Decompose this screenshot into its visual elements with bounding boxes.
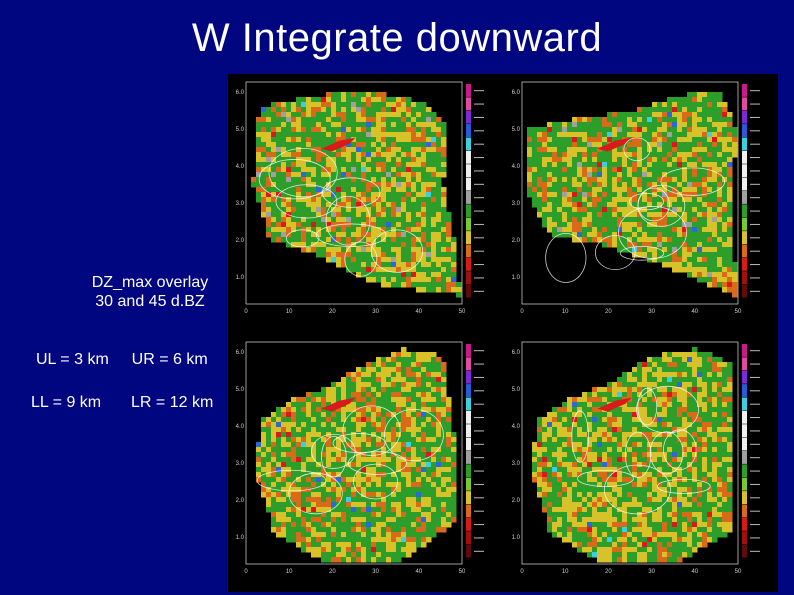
- y-tick-label: 5.0: [512, 387, 521, 393]
- x-tick-label: 40: [415, 569, 422, 575]
- y-tick-label: 1.0: [236, 535, 245, 541]
- y-tick-label: 1.0: [236, 275, 245, 281]
- y-tick-label: 2.0: [236, 238, 245, 244]
- x-tick-label: 40: [691, 569, 698, 575]
- dz-contours: [258, 147, 424, 277]
- dz-contours: [545, 137, 725, 283]
- x-tick-label: 50: [459, 569, 466, 575]
- color-scale-bar: [742, 84, 760, 298]
- x-tick-label: 10: [286, 569, 293, 575]
- x-tick-label: 10: [562, 309, 569, 315]
- y-tick-label: 3.0: [236, 461, 245, 467]
- y-tick-label: 2.0: [236, 498, 245, 504]
- x-tick-label: 50: [735, 569, 742, 575]
- dz-contours: [571, 385, 711, 515]
- x-tick-label: 20: [329, 309, 336, 315]
- x-tick-label: 30: [372, 309, 379, 315]
- y-tick-label: 3.0: [512, 461, 521, 467]
- y-tick-label: 1.0: [512, 275, 521, 281]
- radar-field-plot: 0 10 20 30 40 50 6.0 5.0 4.0 3.0 2.0 1.0: [504, 74, 778, 332]
- plot-frame: [521, 341, 739, 565]
- overlay-note-line2: 30 and 45 d.BZ: [95, 293, 205, 310]
- y-tick-label: 4.0: [236, 424, 245, 430]
- reflectivity-core: [321, 137, 356, 152]
- y-tick-label: 6.0: [236, 350, 245, 356]
- levels-lower-row: LL = 9 km LR = 12 km: [31, 393, 213, 412]
- y-tick-label: 6.0: [512, 90, 521, 96]
- x-tick-label: 40: [691, 309, 698, 315]
- x-tick-label: 0: [244, 309, 248, 315]
- color-scale-bar: [742, 344, 760, 558]
- y-tick-label: 6.0: [512, 350, 521, 356]
- y-tick-label: 2.0: [512, 238, 521, 244]
- x-tick-label: 30: [648, 569, 655, 575]
- x-tick-label: 50: [459, 309, 466, 315]
- x-tick-label: 20: [605, 569, 612, 575]
- y-tick-label: 3.0: [512, 201, 521, 207]
- radar-figure-grid: 0 10 20 30 40 50 6.0 5.0 4.0 3.0 2.0 1.0 0 10 20 30 40 5…: [228, 74, 778, 592]
- dz-contours: [256, 405, 444, 515]
- levels-upper-row: UL = 3 km UR = 6 km: [36, 350, 208, 369]
- plot-frame: [521, 81, 739, 305]
- radar-field-plot: 0 10 20 30 40 50 6.0 5.0 4.0 3.0 2.0 1.0: [228, 334, 502, 592]
- y-tick-label: 2.0: [512, 498, 521, 504]
- reflectivity-core: [597, 137, 632, 152]
- reflectivity-core: [597, 397, 632, 412]
- y-tick-label: 4.0: [236, 164, 245, 170]
- radar-field-plot: 0 10 20 30 40 50 6.0 5.0 4.0 3.0 2.0 1.0: [228, 74, 502, 332]
- y-tick-label: 4.0: [512, 164, 521, 170]
- level-ul-label: UL = 3 km: [36, 351, 109, 368]
- slide-title: W Integrate downward: [191, 16, 603, 60]
- x-tick-label: 30: [372, 569, 379, 575]
- x-tick-label: 10: [286, 309, 293, 315]
- color-scale-bar: [466, 344, 484, 558]
- y-tick-label: 5.0: [236, 387, 245, 393]
- y-tick-label: 3.0: [236, 201, 245, 207]
- x-tick-label: 0: [520, 309, 524, 315]
- x-tick-label: 30: [648, 309, 655, 315]
- radar-field-cells: [532, 347, 733, 563]
- reflectivity-core: [321, 397, 356, 412]
- plot-frame: [245, 81, 463, 305]
- y-tick-label: 4.0: [512, 424, 521, 430]
- x-tick-label: 50: [735, 309, 742, 315]
- panel-upper-left: 0 10 20 30 40 50 6.0 5.0 4.0 3.0 2.0 1.0: [228, 74, 502, 332]
- overlay-note: DZ_max overlay 30 and 45 d.BZ: [50, 273, 250, 311]
- level-ur-label: UR = 6 km: [131, 351, 208, 368]
- x-tick-label: 20: [605, 309, 612, 315]
- y-tick-label: 5.0: [512, 127, 521, 133]
- level-ll-label: LL = 9 km: [31, 394, 102, 411]
- x-tick-label: 10: [562, 569, 569, 575]
- x-tick-label: 0: [520, 569, 524, 575]
- color-scale-bar: [466, 84, 484, 298]
- x-tick-label: 0: [244, 569, 248, 575]
- y-tick-label: 6.0: [236, 90, 245, 96]
- panel-lower-right: 0 10 20 30 40 50 6.0 5.0 4.0 3.0 2.0 1.0: [504, 334, 778, 592]
- plot-frame: [245, 341, 463, 565]
- panel-upper-right: 0 10 20 30 40 50 6.0 5.0 4.0 3.0 2.0 1.0: [504, 74, 778, 332]
- y-tick-label: 5.0: [236, 127, 245, 133]
- x-tick-label: 40: [415, 309, 422, 315]
- y-tick-label: 1.0: [512, 535, 521, 541]
- radar-field-plot: 0 10 20 30 40 50 6.0 5.0 4.0 3.0 2.0 1.0: [504, 334, 778, 592]
- panel-lower-left: 0 10 20 30 40 50 6.0 5.0 4.0 3.0 2.0 1.0: [228, 334, 502, 592]
- overlay-note-line1: DZ_max overlay: [91, 274, 209, 291]
- level-lr-label: LR = 12 km: [131, 394, 214, 411]
- x-tick-label: 20: [329, 569, 336, 575]
